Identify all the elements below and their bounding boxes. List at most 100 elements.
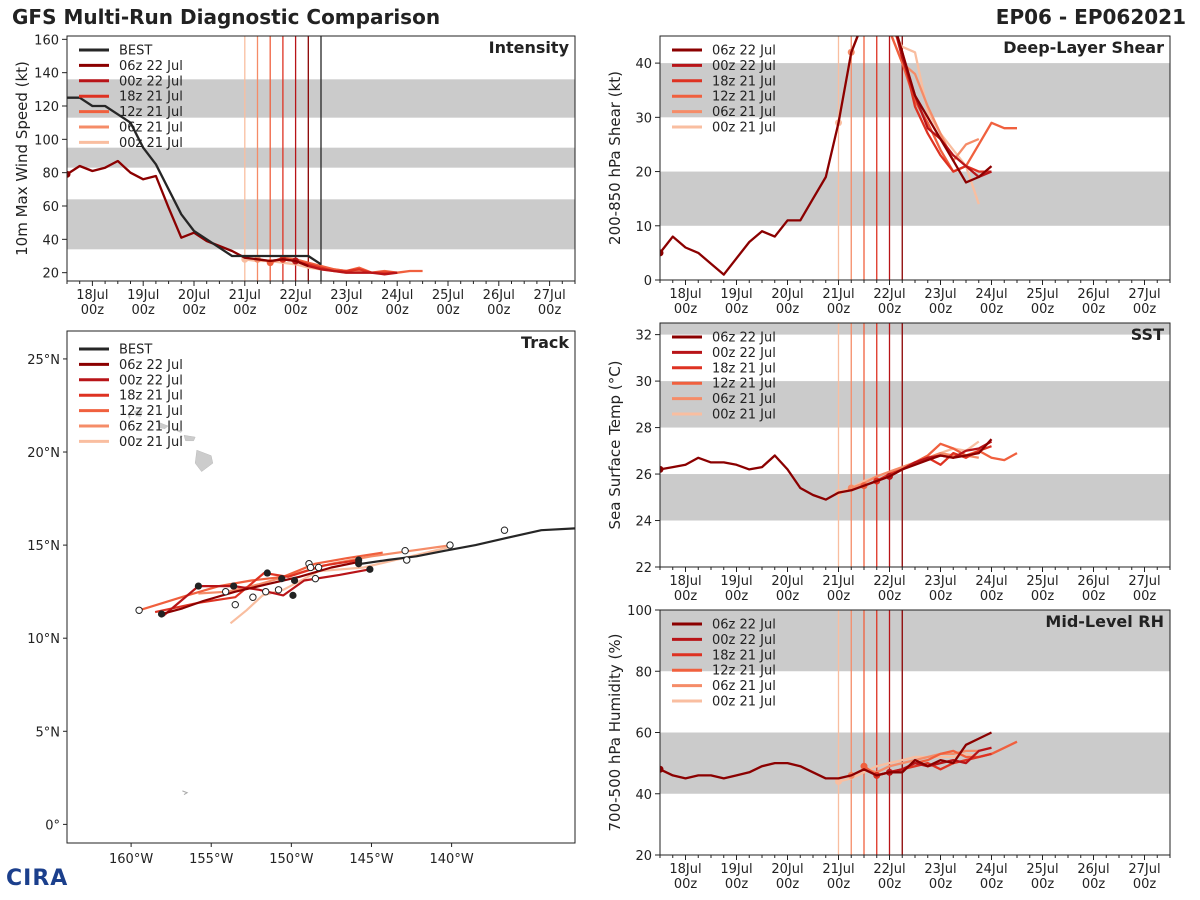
- track-ytick-label: 10°N: [27, 632, 60, 647]
- rh-ytick-label: 20: [635, 849, 652, 864]
- sst-init-marker: [660, 465, 664, 473]
- sst-xtick-label: 24Jul: [975, 574, 1007, 589]
- track-series-best: [361, 527, 575, 565]
- rh-xtick-label: 27Jul: [1128, 862, 1160, 877]
- track-legend-label: 06z 21 Jul: [119, 420, 183, 435]
- sst-xtick-label: 00z: [1031, 589, 1055, 604]
- sst-xtick-label: 00z: [929, 589, 953, 604]
- track-open-marker: [311, 574, 320, 583]
- shear-init-marker: [886, 5, 893, 12]
- sst-ytick-label: 26: [635, 468, 652, 483]
- shear-ytick-label: 0: [644, 274, 652, 289]
- shear-xtick-label: 18Jul: [669, 287, 701, 302]
- rh-xtick-label: 00z: [878, 877, 902, 892]
- shear-ytick-label: 20: [635, 166, 652, 181]
- intensity-legend-label: 06z 22 Jul: [119, 59, 183, 74]
- sst-xtick-label: 00z: [674, 589, 698, 604]
- track-open-marker: [446, 541, 454, 549]
- track-filled-marker: [230, 582, 238, 590]
- track-open-marker: [231, 600, 239, 609]
- chart-track: 0° 5°N 10°N 15°N 20°N 25°N 160°W 155°W 150°W 145°…: [27, 330, 576, 867]
- track-title: Track: [521, 333, 569, 352]
- storm-id: EP06 - EP062021: [995, 5, 1186, 29]
- rh-xtick-label: 00z: [674, 877, 698, 892]
- rh-ylabel: 700-500 hPa Humidity (%): [606, 633, 624, 831]
- track-ytick-label: 5°N: [36, 725, 61, 740]
- shear-series-12z-21-jul: [890, 36, 1017, 173]
- intensity-series-06z-22-jul: [67, 159, 309, 268]
- intensity-xtick-label: 23Jul: [330, 288, 362, 303]
- rh-xtick-label: 25Jul: [1026, 862, 1058, 877]
- intensity-xtick-label: 21Jul: [229, 288, 261, 303]
- shear-xtick-label: 00z: [929, 302, 953, 317]
- track-series-00z-22-jul: [162, 568, 371, 617]
- track-filled-marker: [289, 591, 297, 599]
- track-frame: [66, 330, 576, 844]
- shear-xtick-label: 24Jul: [975, 287, 1007, 302]
- shear-legend-label: 00z 22 Jul: [712, 59, 776, 74]
- shear-title: Deep-Layer Shear: [1003, 38, 1164, 57]
- sst-xtick-label: 25Jul: [1026, 574, 1058, 589]
- hawaii-island: [183, 434, 196, 442]
- intensity-ytick-label: 100: [34, 133, 59, 148]
- rh-xtick-label: 00z: [776, 877, 800, 892]
- shear-series-06z-22-jul: [660, 36, 993, 276]
- rh-init-marker: [860, 762, 868, 770]
- intensity-xtick-label: 00z: [538, 303, 562, 318]
- intensity-ytick-label: 40: [42, 233, 59, 248]
- sst-xtick-label: 20Jul: [771, 574, 803, 589]
- rh-ytick-label: 40: [635, 788, 652, 803]
- intensity-xtick-label: 00z: [436, 303, 460, 318]
- track-open-marker: [221, 587, 230, 596]
- shear-band: [660, 171, 1170, 226]
- track-filled-marker: [290, 576, 299, 585]
- shear-xtick-label: 19Jul: [720, 287, 752, 302]
- sst-legend-label: 18z 21 Jul: [712, 361, 776, 376]
- chart-shear: 01020304018Jul00z19Jul00z20Jul00z21Jul00…: [606, 5, 1171, 317]
- shear-xtick-label: 00z: [674, 302, 698, 317]
- sst-legend-label: 06z 21 Jul: [712, 392, 776, 407]
- rh-ytick-label: 60: [635, 727, 652, 742]
- shear-ytick-label: 40: [635, 57, 652, 72]
- track-filled-marker: [194, 582, 203, 590]
- track-xtick-label: 150°W: [269, 852, 313, 867]
- rh-xtick-label: 20Jul: [771, 862, 803, 877]
- sst-series-00z-22-jul: [888, 440, 993, 478]
- page-title: GFS Multi-Run Diagnostic Comparison: [12, 5, 441, 29]
- shear-ytick-label: 10: [635, 220, 652, 235]
- shear-xtick-label: 00z: [725, 302, 749, 317]
- rh-xtick-label: 18Jul: [669, 862, 701, 877]
- shear-series-00z-21-jul: [837, 36, 980, 205]
- sst-ylabel: Sea Surface Temp (°C): [606, 360, 624, 529]
- intensity-ytick-label: 80: [42, 167, 59, 182]
- sst-band: [660, 323, 1170, 335]
- intensity-series-best: [67, 96, 322, 266]
- shear-xtick-label: 20Jul: [771, 287, 803, 302]
- shear-xtick-label: 25Jul: [1026, 287, 1058, 302]
- shear-xtick-label: 00z: [1133, 302, 1157, 317]
- shear-xtick-label: 00z: [776, 302, 800, 317]
- intensity-legend-label: 00z 21 Jul: [119, 136, 183, 151]
- shear-legend-label: 18z 21 Jul: [712, 74, 776, 89]
- sst-xtick-label: 18Jul: [669, 574, 701, 589]
- track-filled-marker: [366, 565, 374, 573]
- rh-init-marker: [660, 765, 664, 773]
- rh-xtick-label: 22Jul: [873, 862, 905, 877]
- sst-xtick-label: 23Jul: [924, 574, 956, 589]
- track-xtick-label: 145°W: [349, 852, 393, 867]
- sst-xtick-label: 00z: [1082, 589, 1106, 604]
- chart-rh: 2040608010018Jul00z19Jul00z20Jul00z21Jul…: [606, 604, 1171, 892]
- shear-legend-label: 06z 22 Jul: [712, 44, 776, 59]
- hawaii-island: [133, 410, 143, 417]
- intensity-xtick-label: 24Jul: [381, 288, 413, 303]
- track-open-marker: [135, 606, 143, 614]
- sst-legend-label: 00z 21 Jul: [712, 408, 776, 423]
- hawaii-island: [157, 421, 169, 429]
- rh-xtick-label: 00z: [980, 877, 1004, 892]
- intensity-series-00z-22-jul: [295, 259, 398, 276]
- sst-ytick-label: 30: [635, 375, 652, 390]
- intensity-ytick-label: 120: [34, 100, 59, 115]
- intensity-xtick-label: 00z: [81, 303, 105, 318]
- track-ytick-label: 25°N: [27, 353, 60, 368]
- intensity-legend-label: 12z 21 Jul: [119, 105, 183, 120]
